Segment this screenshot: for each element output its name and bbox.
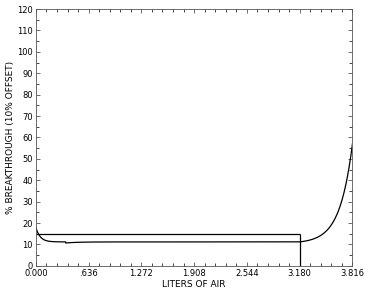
X-axis label: LITERS OF AIR: LITERS OF AIR bbox=[162, 281, 226, 289]
Y-axis label: % BREAKTHROUGH (10% OFFSET): % BREAKTHROUGH (10% OFFSET) bbox=[6, 61, 14, 214]
